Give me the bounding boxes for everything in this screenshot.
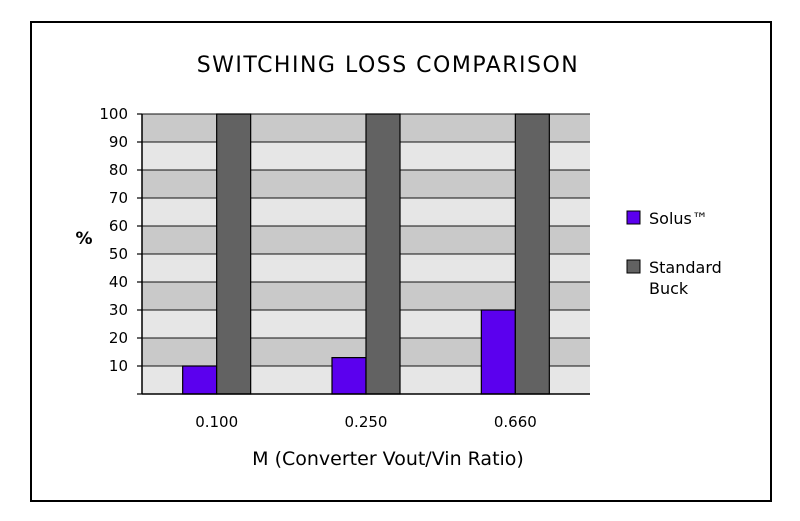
y-tick-label: 60 xyxy=(109,217,128,235)
bar-solus xyxy=(480,309,516,395)
y-tick-label: 100 xyxy=(99,105,128,123)
chart-title: SWITCHING LOSS COMPARISON xyxy=(197,53,580,78)
x-tick-labels: 0.100 0.250 0.660 xyxy=(195,413,537,431)
bar-solus xyxy=(331,357,367,395)
y-tick-labels: 10 20 30 40 50 60 70 80 90 100 xyxy=(99,105,128,375)
y-tick-label: 10 xyxy=(109,357,128,375)
y-tick-label: 50 xyxy=(109,245,128,263)
bars xyxy=(182,113,550,395)
y-axis-label: % xyxy=(75,229,92,249)
y-tick-label: 80 xyxy=(109,161,128,179)
x-tick-label: 0.250 xyxy=(345,413,388,431)
y-tick-label: 30 xyxy=(109,301,128,319)
legend-label: Buck xyxy=(649,279,689,298)
legend-label: Standard xyxy=(649,258,722,277)
legend-swatch xyxy=(626,259,641,274)
y-tick-label: 20 xyxy=(109,329,128,347)
x-tick-label: 0.100 xyxy=(195,413,238,431)
bar-standard-buck xyxy=(365,113,401,395)
bar-solus xyxy=(182,365,218,395)
axes xyxy=(137,113,590,395)
x-axis-label: M (Converter Vout/Vin Ratio) xyxy=(252,448,524,470)
legend-swatch xyxy=(626,210,641,225)
bar-standard-buck xyxy=(514,113,550,395)
x-tick-label: 0.660 xyxy=(494,413,537,431)
bar-standard-buck xyxy=(216,113,252,395)
legend-label: Solus™ xyxy=(649,209,708,228)
legend: Solus™ Standard Buck xyxy=(626,209,722,298)
y-tick-label: 40 xyxy=(109,273,128,291)
y-tick-label: 90 xyxy=(109,133,128,151)
y-tick-label: 70 xyxy=(109,189,128,207)
